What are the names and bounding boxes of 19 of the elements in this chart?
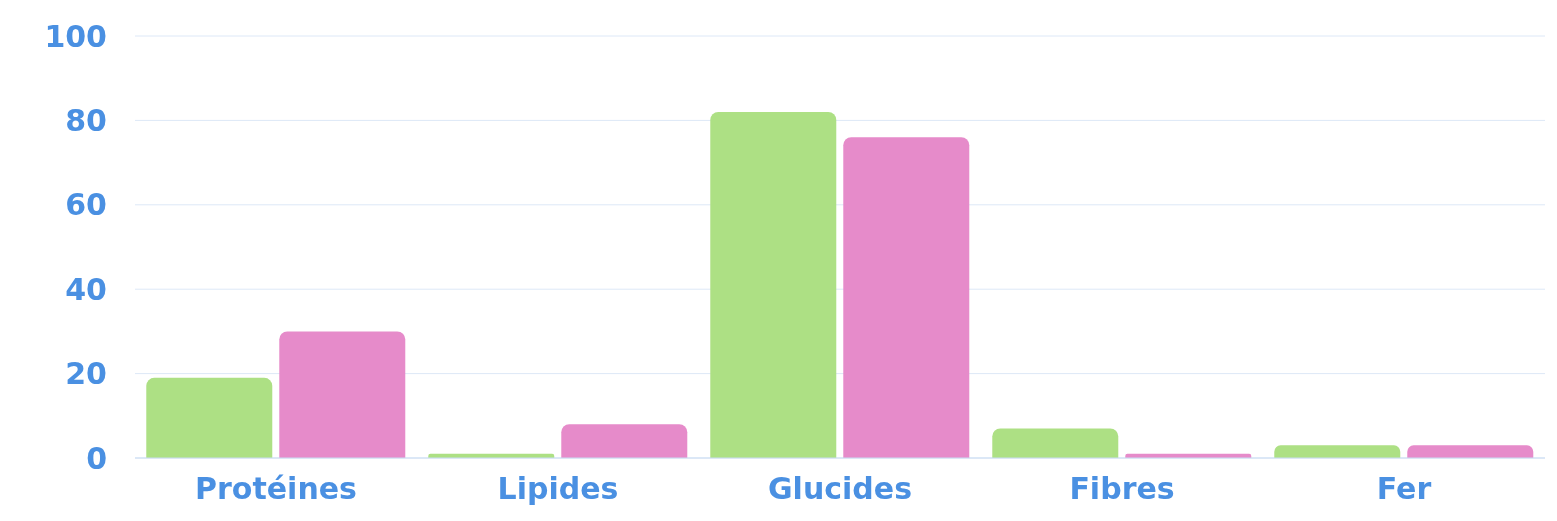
bar — [992, 428, 1119, 458]
bar — [1407, 445, 1534, 458]
bar — [561, 424, 688, 458]
y-tick-label: 0 — [86, 440, 107, 476]
x-tick-label: Fibres — [1069, 471, 1175, 507]
bar — [710, 111, 837, 458]
y-tick-label: 60 — [65, 187, 107, 223]
x-tick-label: Glucides — [767, 471, 913, 507]
y-tick-label: 100 — [44, 18, 107, 54]
y-tick-label: 80 — [65, 103, 107, 139]
bar — [843, 137, 970, 458]
bar — [1274, 445, 1401, 458]
x-tick-label: Protéines — [195, 471, 357, 507]
x-tick-label: Lipides — [497, 471, 619, 507]
x-tick-label: Fer — [1376, 471, 1432, 507]
bar — [279, 331, 406, 458]
y-tick-label: 40 — [65, 271, 107, 307]
y-tick-label: 20 — [65, 356, 107, 392]
bar — [146, 377, 273, 458]
